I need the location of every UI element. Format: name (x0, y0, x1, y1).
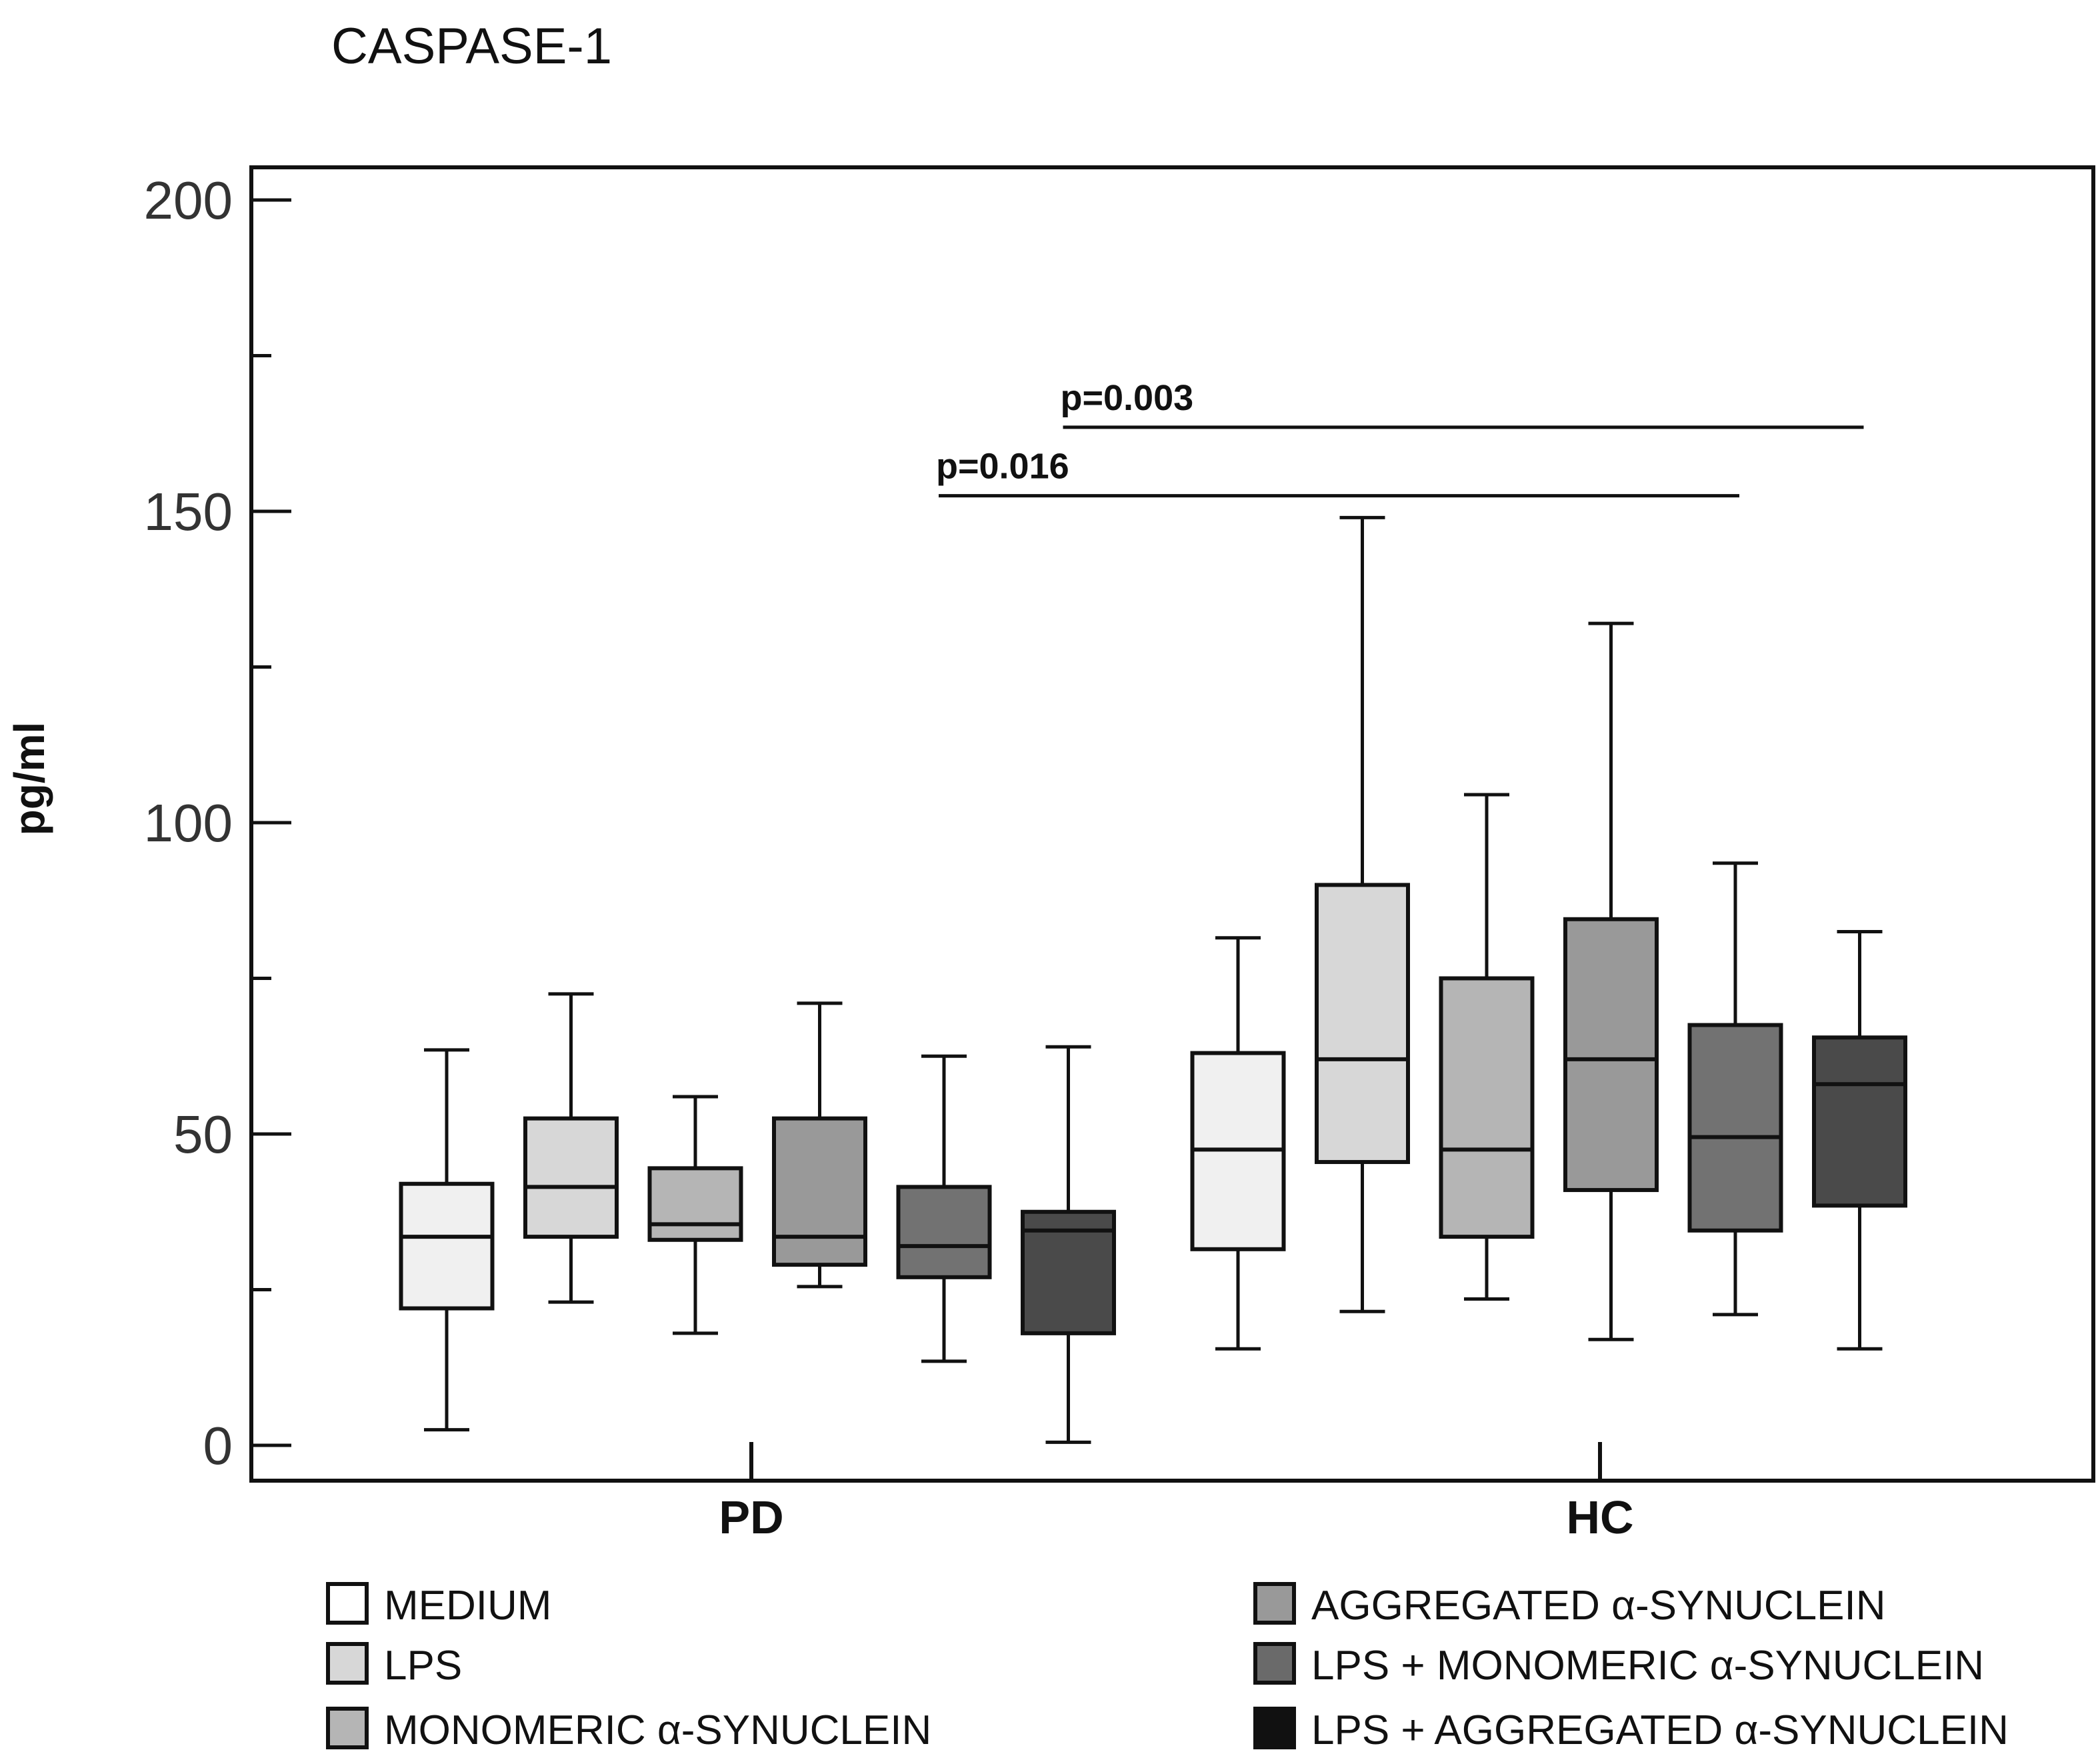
legend-label: LPS + AGGREGATED α-SYNUCLEIN (1311, 1707, 2009, 1753)
box-pd-lps-monomeric-alpha-synuclein (896, 1054, 992, 1363)
significance-annotations: p=0.003 p=0.016 (936, 378, 1864, 498)
box-pd-medium (399, 1048, 495, 1432)
chart-title: CASPASE-1 (331, 18, 612, 75)
legend-label: MEDIUM (384, 1583, 551, 1629)
box-hc-lps (1315, 515, 1410, 1313)
legend: MEDIUM LPS MONOMERIC α-SYNUCLEIN AGGREGATED… (326, 1582, 2009, 1753)
legend-item-lps: LPS (326, 1642, 462, 1689)
legend-swatch (326, 1707, 369, 1749)
legend-swatch (1253, 1642, 1296, 1685)
p-value-label: p=0.016 (936, 447, 1069, 487)
legend-label: MONOMERIC α-SYNUCLEIN (384, 1707, 931, 1753)
box-iqr (1563, 917, 1659, 1193)
legend-item-medium: MEDIUM (326, 1582, 551, 1629)
box-pd-lps (523, 992, 619, 1304)
p-value-label: p=0.003 (1061, 378, 1194, 418)
box-hc-monomeric-alpha-synuclein (1439, 793, 1535, 1301)
legend-item-lps-monomeric-alpha-synuclein: LPS + MONOMERIC α-SYNUCLEIN (1253, 1642, 1984, 1689)
y-tick-label: 150 (144, 482, 233, 541)
box-iqr (1812, 1035, 1907, 1208)
legend-label: LPS (384, 1643, 462, 1689)
y-tick-label: 50 (173, 1105, 233, 1164)
legend-label: LPS + MONOMERIC α-SYNUCLEIN (1311, 1643, 1984, 1689)
y-tick-label: 0 (203, 1416, 233, 1475)
box-iqr (1439, 976, 1535, 1239)
box-hc-aggregated-alpha-synuclein (1563, 621, 1659, 1341)
legend-label: AGGREGATED α-SYNUCLEIN (1311, 1583, 1886, 1629)
box-iqr (1687, 1023, 1783, 1233)
legend-item-lps-aggregated-alpha-synuclein: LPS + AGGREGATED α-SYNUCLEIN (1253, 1707, 2009, 1753)
legend-item-aggregated-alpha-synuclein: AGGREGATED α-SYNUCLEIN (1253, 1582, 1886, 1629)
box-pd-lps-aggregated-alpha-synuclein (1021, 1045, 1116, 1444)
box-pd-monomeric-alpha-synuclein (647, 1095, 743, 1335)
x-axis: PD HC (719, 1442, 1634, 1543)
annotation-p-0-016: p=0.016 (936, 447, 1739, 498)
legend-swatch (326, 1642, 369, 1685)
y-tick-label: 200 (144, 171, 233, 230)
y-tick-label: 100 (144, 793, 233, 853)
legend-swatch (326, 1582, 369, 1625)
box-iqr (772, 1116, 867, 1267)
x-category-label-pd: PD (719, 1491, 783, 1543)
box-hc-medium (1190, 936, 1286, 1351)
y-axis-label: pg/ml (5, 722, 53, 836)
plot-frame (249, 165, 2095, 1483)
box-hc-lps-monomeric-alpha-synuclein (1687, 861, 1783, 1317)
box-iqr (647, 1166, 743, 1242)
box-iqr (896, 1185, 992, 1279)
x-category-label-hc: HC (1566, 1491, 1633, 1543)
box-groups (399, 515, 1907, 1444)
box-iqr (1315, 883, 1410, 1165)
legend-swatch (1253, 1707, 1296, 1749)
box-hc-lps-aggregated-alpha-synuclein (1812, 929, 1907, 1351)
legend-item-monomeric-alpha-synuclein: MONOMERIC α-SYNUCLEIN (326, 1707, 931, 1753)
legend-swatch (1253, 1582, 1296, 1625)
box-iqr (399, 1181, 495, 1311)
box-pd-aggregated-alpha-synuclein (772, 1001, 867, 1289)
y-axis: 0 50 100 150 200 (144, 171, 291, 1475)
annotation-p-0-003: p=0.003 (1061, 378, 1864, 429)
box-iqr (523, 1116, 619, 1239)
